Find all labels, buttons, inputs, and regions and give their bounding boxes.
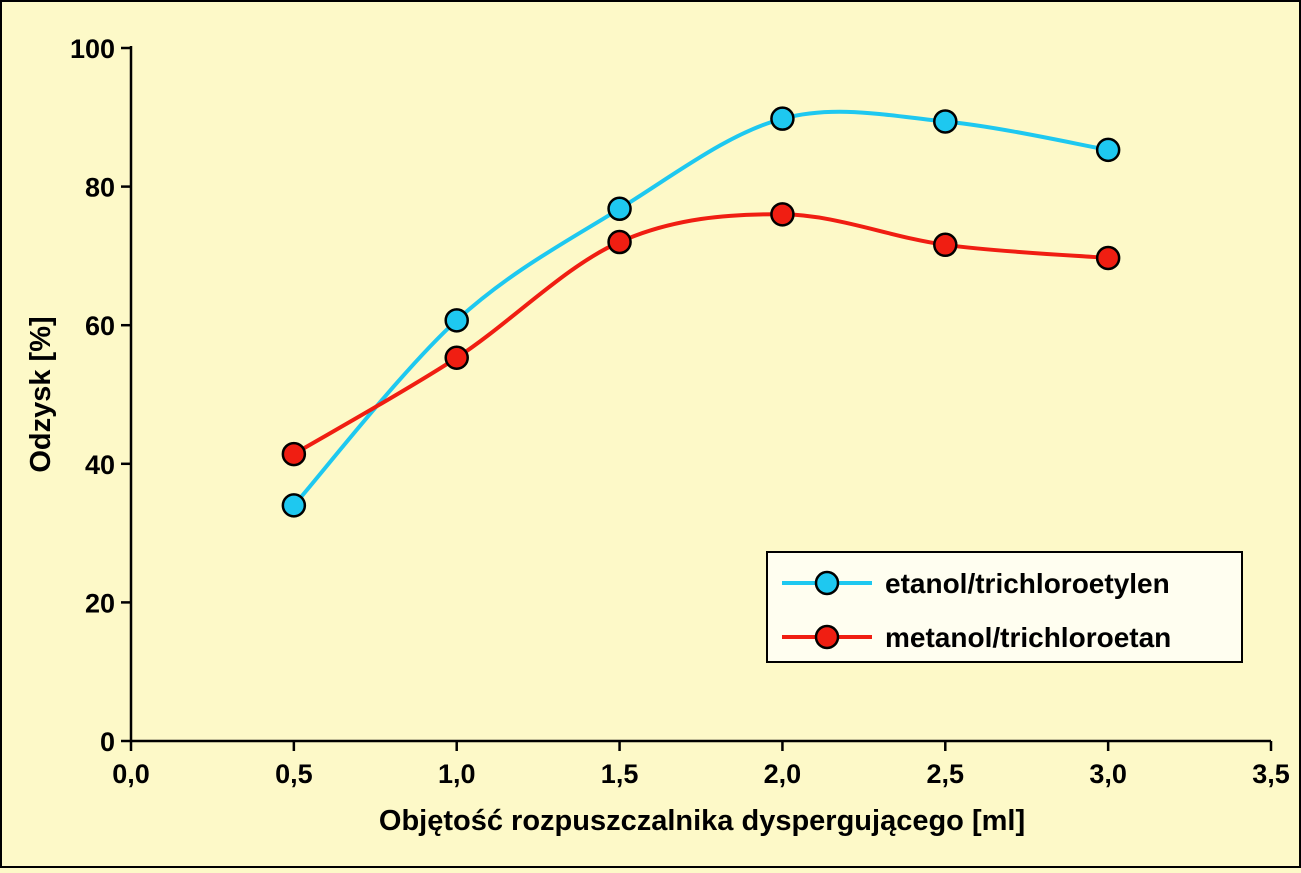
x-tick-label: 3,0 bbox=[1089, 759, 1127, 789]
data-point-series-0 bbox=[1095, 137, 1121, 163]
x-tick-label: 1,0 bbox=[438, 759, 476, 789]
y-tick-label: 40 bbox=[85, 450, 115, 480]
data-point-series-0 bbox=[444, 308, 469, 333]
data-point-series-1 bbox=[281, 441, 307, 467]
data-point-series-1 bbox=[770, 202, 795, 227]
x-tick-label: 2,0 bbox=[764, 759, 802, 789]
data-point-series-0 bbox=[770, 106, 795, 131]
y-tick-label: 80 bbox=[85, 173, 115, 203]
legend: etanol/trichloroetylen metanol/trichloro… bbox=[766, 551, 1243, 663]
x-tick-label: 2,5 bbox=[927, 759, 965, 789]
axes: 0 20 40 60 80 100 0,0 0,5 1,0 1,5 2,0 2,5 3,0 3,5 bbox=[70, 34, 1290, 789]
data-point-series-1 bbox=[607, 229, 632, 255]
data-point-series-0 bbox=[933, 109, 958, 134]
data-points bbox=[281, 106, 1121, 518]
data-point-series-0 bbox=[607, 196, 632, 222]
legend-label-metanol: metanol/trichloroetan bbox=[885, 622, 1171, 653]
x-tick-label: 0,0 bbox=[112, 759, 150, 789]
x-axis-title: Objętość rozpuszczalnika dyspergującego … bbox=[379, 805, 1025, 837]
data-point-series-1 bbox=[1095, 245, 1121, 271]
legend-label-etanol: etanol/trichloroetylen bbox=[885, 568, 1170, 599]
legend-marker-etanol bbox=[814, 570, 840, 596]
x-tick-label: 1,5 bbox=[601, 759, 639, 789]
x-tick-label: 0,5 bbox=[275, 759, 313, 789]
data-point-series-0 bbox=[281, 493, 307, 518]
y-axis-title: Odzysk [%] bbox=[25, 316, 57, 472]
series-line-1 bbox=[292, 212, 1109, 456]
y-tick-label: 100 bbox=[70, 34, 115, 64]
legend-box bbox=[766, 551, 1243, 663]
data-point-series-1 bbox=[444, 345, 469, 371]
y-tick-label: 0 bbox=[100, 727, 115, 757]
data-point-series-1 bbox=[933, 232, 958, 258]
legend-marker-metanol bbox=[814, 624, 840, 650]
y-tick-label: 20 bbox=[85, 588, 115, 618]
x-tick-label: 3,5 bbox=[1252, 759, 1290, 789]
y-tick-label: 60 bbox=[85, 311, 115, 341]
